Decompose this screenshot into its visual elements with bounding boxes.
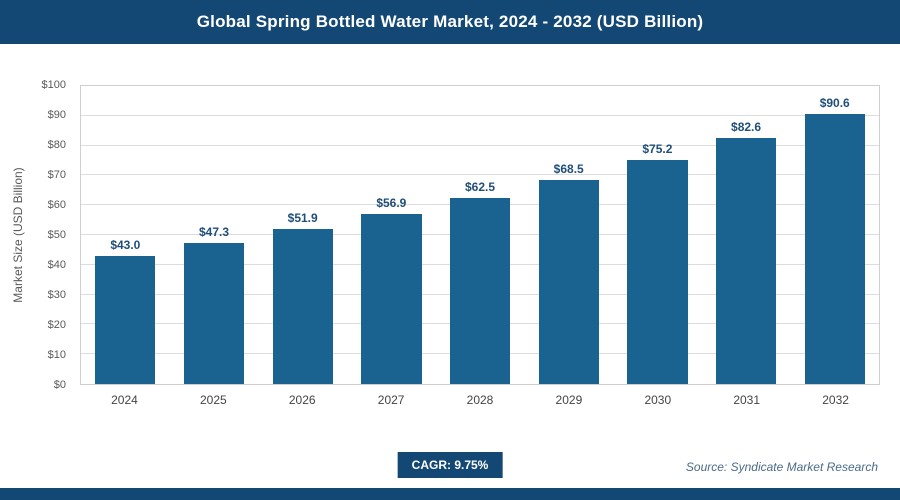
bar-slot: $56.9 bbox=[347, 86, 436, 384]
bar bbox=[183, 243, 245, 384]
bar-slot: $62.5 bbox=[436, 86, 525, 384]
y-tick-label: $40 bbox=[47, 259, 66, 271]
bar-slot: $43.0 bbox=[81, 86, 170, 384]
x-category-label: 2028 bbox=[466, 393, 494, 407]
x-category-label: 2029 bbox=[555, 393, 583, 407]
bar bbox=[715, 137, 777, 384]
x-category-label: 2024 bbox=[111, 393, 138, 407]
cagr-badge: CAGR: 9.75% bbox=[397, 452, 503, 478]
y-tick-label: $70 bbox=[47, 169, 66, 181]
bars-container: $43.0 $47.3 $51.9 $56.9 $62.5 $68.5 $75.2 $82.6… bbox=[81, 86, 879, 384]
bar-value-label: $90.6 bbox=[819, 96, 850, 111]
x-category-label: 2025 bbox=[199, 393, 227, 407]
bar-value-label: $82.6 bbox=[731, 119, 762, 134]
gridline bbox=[81, 114, 879, 116]
y-tick-label: $80 bbox=[47, 139, 66, 151]
gridline bbox=[81, 144, 879, 146]
bar bbox=[538, 179, 599, 384]
chart-title-bar: Global Spring Bottled Water Market, 2024… bbox=[0, 0, 900, 44]
y-axis-ticks: $0 $10 $20 $30 $40 $50 $60 $70 $80 $90 $100 bbox=[0, 79, 74, 391]
source-text: Source: Syndicate Market Research bbox=[685, 460, 878, 474]
x-axis-labels: 2024 2025 2026 2027 2028 2029 2030 2031 2032 bbox=[80, 393, 880, 407]
x-category-label: 2026 bbox=[288, 393, 316, 407]
plot-area: $43.0 $47.3 $51.9 $56.9 $62.5 $68.5 $75.2 $82.6… bbox=[80, 85, 880, 385]
y-tick-label: $60 bbox=[47, 199, 66, 211]
bar bbox=[361, 214, 422, 384]
bar-value-label: $51.9 bbox=[287, 211, 318, 226]
bar-slot: $68.5 bbox=[524, 86, 613, 384]
y-tick-label: $50 bbox=[47, 229, 66, 241]
bar-value-label: $56.9 bbox=[376, 196, 407, 211]
y-tick-label: $10 bbox=[47, 349, 66, 361]
bar-value-label: $47.3 bbox=[198, 225, 230, 240]
y-tick-label: $0 bbox=[53, 379, 66, 391]
bar-slot: $90.6 bbox=[790, 86, 879, 384]
x-category-label: 2027 bbox=[377, 393, 405, 407]
x-category-label: 2032 bbox=[822, 393, 849, 407]
y-tick-label: $90 bbox=[47, 109, 66, 121]
bar bbox=[804, 114, 865, 384]
bar-slot: $51.9 bbox=[258, 86, 347, 384]
bar-value-label: $75.2 bbox=[642, 141, 673, 156]
bar-slot: $47.3 bbox=[170, 86, 259, 384]
bar-slot: $82.6 bbox=[702, 86, 791, 384]
bar-value-label: $43.0 bbox=[110, 237, 141, 252]
chart-title: Global Spring Bottled Water Market, 2024… bbox=[196, 12, 704, 31]
y-tick-label: $20 bbox=[47, 319, 66, 331]
bar bbox=[272, 229, 333, 384]
y-tick-label: $100 bbox=[41, 79, 66, 91]
x-category-label: 2031 bbox=[733, 393, 761, 407]
bar-value-label: $68.5 bbox=[553, 161, 584, 176]
x-category-label: 2030 bbox=[644, 393, 672, 407]
bar-slot: $75.2 bbox=[613, 86, 702, 384]
footer-bar bbox=[0, 488, 900, 500]
bar bbox=[95, 255, 156, 384]
bar-value-label: $62.5 bbox=[465, 179, 496, 194]
gridline bbox=[81, 174, 879, 176]
bar bbox=[627, 159, 688, 384]
y-tick-label: $30 bbox=[47, 289, 66, 301]
bar bbox=[449, 197, 511, 384]
